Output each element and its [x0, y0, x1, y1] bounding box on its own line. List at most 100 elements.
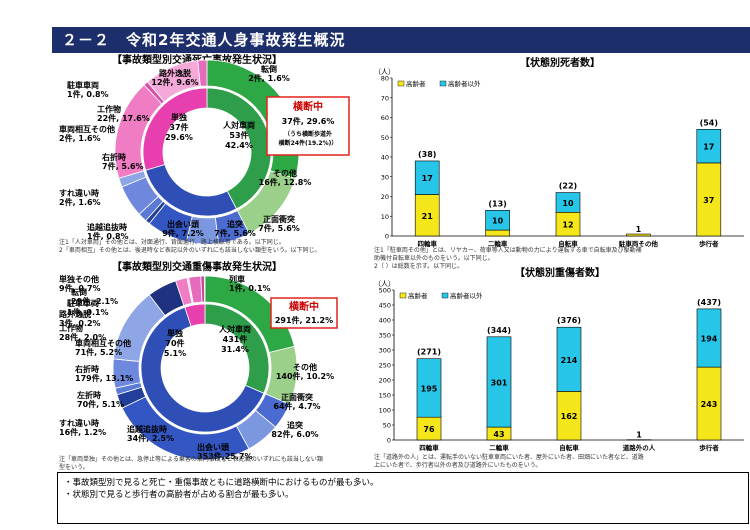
- fatal-state-unit: （人）: [374, 68, 395, 76]
- serious-state-ytick-6: 300: [379, 347, 391, 355]
- serious-state-bar-4-0: [696, 366, 722, 441]
- serious-state-legend-swatch-0: [399, 292, 407, 299]
- serious-callout-box: [270, 297, 338, 329]
- fatal-callout-box: [266, 96, 350, 156]
- fatal-state-title: 【状態別死者数】: [520, 56, 600, 69]
- fatal-state-ytick-2: 20: [381, 193, 389, 201]
- fatal-label-other: その他 16件, 12.8%: [259, 168, 312, 187]
- fatal-state-total-0: (38): [418, 150, 436, 159]
- serious-type-chart: 【事故類型別交通重傷事故発生状況】 列車 1件, 0.1% 単独その他 9件, 0.7…: [59, 260, 338, 471]
- fatal-state-bar-1-1: [485, 210, 510, 231]
- serious-state-ytick-3: 150: [379, 392, 391, 400]
- serious-label-crossing: 出会い頭 353件,25.7%: [197, 442, 253, 461]
- fatal-label-road_out: 路外逸脱 12件, 9.6%: [151, 68, 198, 87]
- fatal-state-value-4-1: 17: [703, 143, 714, 152]
- fatal-state-legend-label-1: 高齢者以外: [448, 79, 481, 88]
- fatal-label-overtake: 追越追抜時 1件, 0.8%: [87, 222, 129, 241]
- serious-type-title: 【事故類型別交通重傷事故発生状況】: [112, 260, 282, 273]
- serious-state-ytick-2: 100: [379, 407, 391, 415]
- fatal-state-category-1: 二輪車: [488, 239, 508, 248]
- fatal-state-ytick-5: 50: [381, 134, 389, 142]
- serious-state-legend-swatch-1: [441, 292, 449, 299]
- serious-center: [163, 326, 247, 410]
- fatal-inner-label-vehicles: 車両同士 35件 28.0%: [191, 154, 223, 184]
- serious-state-bar-4-1: [696, 308, 722, 368]
- fatal-callout-title: 横断中: [293, 100, 323, 113]
- fatal-state-bar-2-1: [555, 192, 581, 213]
- fatal-state-total-4: (54): [700, 118, 718, 127]
- serious-state-category-4: 歩行者: [699, 443, 719, 452]
- fatal-state-chart: 【状態別死者数】 （人） 0 10 20 30 40 50 60 70 80 高齢者 高齢者以外 21…: [374, 56, 744, 270]
- summary-line-2: ・状態別で見ると歩行者の高齢者が占める割合が最も多い。: [64, 490, 294, 500]
- serious-label-train: 列車 1件, 0.1%: [229, 274, 271, 293]
- fatal-type-title: 【事故類型別交通死亡事故発生状況】: [112, 53, 282, 66]
- fatal-state-bar-4-1: [696, 129, 722, 164]
- serious-state-value-1-1: 301: [491, 378, 508, 387]
- serious-state-value-3-0: 1: [636, 431, 642, 440]
- serious-state-ytick-1: 50: [383, 422, 391, 430]
- fatal-label-parked: 駐車車両 1件, 0.8%: [67, 80, 109, 99]
- fatal-label-veh_other: 車両相互その他 2件, 1.6%: [59, 124, 115, 143]
- serious-callout-value: 291件, 21.2%: [275, 315, 333, 325]
- fatal-label-crossing: 出会い頭 9件, 7.2%: [162, 219, 204, 238]
- serious-state-legend: 高齢者 高齢者以外: [399, 291, 483, 300]
- fatal-label-rollover: 転倒 2件, 1.6%: [248, 64, 290, 83]
- summary-line-1: ・事故類型別で見ると死亡・重傷事故ともに道路横断中におけるものが最も多い。: [64, 478, 379, 488]
- fatal-state-total-1: (13): [488, 199, 506, 208]
- serious-state-total-4: (437): [697, 298, 721, 307]
- serious-inner-slice-1: [140, 306, 265, 433]
- serious-label-single_other: 単独その他 9件, 0.7%: [59, 274, 101, 293]
- serious-state-legend-label-0: 高齢者: [408, 291, 428, 300]
- serious-label-overtake: 追越追抜時 34件, 2.5%: [127, 424, 174, 443]
- fatal-state-value-0-1: 17: [422, 174, 433, 183]
- serious-state-value-0-0: 76: [423, 425, 435, 434]
- fatal-label-passing: 追突 7件, 5.6%: [214, 219, 256, 238]
- fatal-state-ytick-0: 0: [385, 233, 389, 241]
- fatal-state-bar-0-1: [414, 160, 440, 195]
- fatal-state-bar-1-0: [485, 229, 510, 237]
- serious-state-title: 【状態別重傷者数】: [515, 266, 605, 279]
- fatal-outer-slice-12: [197, 59, 208, 87]
- serious-label-parked: 駐車車両 1件, 0.1%: [67, 298, 109, 317]
- fatal-state-category-4: 歩行者: [699, 239, 719, 248]
- serious-state-category-3: 道路外の人: [623, 443, 656, 452]
- fatal-state-value-3-0: 1: [636, 225, 642, 234]
- fatal-state-notes: 注1「駐車両その他」とは、リヤカー、荷車等人又は動物の力により運転する車で自転車…: [374, 246, 642, 270]
- fatal-state-value-2-0: 12: [562, 221, 573, 230]
- serious-inner-slice-2: [184, 303, 206, 327]
- serious-state-category-2: 自転車: [559, 443, 579, 452]
- fatal-inner-label-single: 単独 37件 29.6%: [165, 112, 193, 142]
- fatal-state-legend-swatch-0: [397, 80, 405, 87]
- fatal-inner-label-pedestrian: 人対車両 53件 42.4%: [223, 120, 255, 150]
- fatal-state-ytick-4: 40: [381, 154, 389, 162]
- serious-state-value-1-0: 43: [493, 430, 504, 439]
- serious-inner-label-pedestrian: 人対車両 431件 31.4%: [219, 324, 251, 354]
- serious-state-total-1: (344): [487, 326, 511, 335]
- serious-state-bar-2-1: [556, 326, 582, 392]
- serious-state-ytick-8: 400: [379, 317, 391, 325]
- fatal-state-bar-0-0: [414, 194, 440, 237]
- fatal-state-legend-swatch-1: [439, 80, 447, 87]
- fatal-state-category-3: 駐車両その他: [619, 239, 659, 248]
- fatal-state-value-1-1: 10: [492, 217, 504, 226]
- fatal-state-total-2: (22): [559, 182, 577, 191]
- serious-state-unit: （人）: [374, 280, 395, 288]
- serious-state-value-0-1: 195: [421, 384, 438, 393]
- serious-label-other: その他 140件, 10.2%: [276, 362, 334, 381]
- serious-inner-label-vehicles: 車両相互 869件 63.4%: [187, 382, 219, 412]
- serious-state-ytick-0: 0: [387, 437, 391, 445]
- fatal-state-value-0-0: 21: [422, 212, 434, 221]
- fatal-label-right_turn: 右折時 7件, 5.6%: [101, 152, 144, 171]
- serious-label-structure: 工作物 28件, 2.0%: [59, 323, 106, 342]
- serious-callout-title: 横断中: [289, 300, 319, 313]
- serious-state-total-2: (376): [557, 316, 581, 325]
- serious-state-ytick-5: 250: [379, 362, 391, 370]
- fatal-state-ytick-1: 10: [381, 213, 389, 221]
- serious-label-pass_each: すれ違い時 16件, 1.2%: [59, 418, 106, 437]
- serious-state-category-1: 二輪車: [489, 443, 509, 452]
- serious-state-value-2-1: 214: [561, 356, 578, 365]
- serious-state-ytick-4: 200: [379, 377, 391, 385]
- fatal-state-value-4-0: 37: [703, 196, 714, 205]
- fatal-state-legend: 高齢者 高齢者以外: [397, 79, 481, 88]
